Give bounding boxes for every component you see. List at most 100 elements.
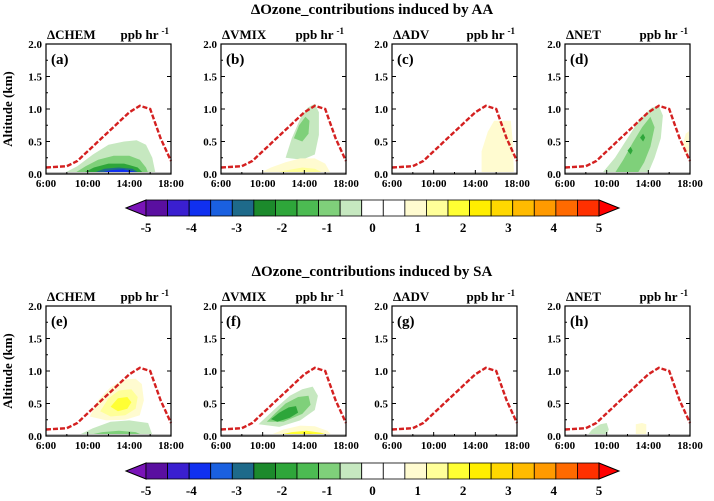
colorbar-swatch (447, 462, 470, 480)
colorbar-swatch (275, 199, 298, 217)
x-tick-label: 6:00 (382, 178, 403, 190)
x-tick-label: 14:00 (635, 440, 661, 452)
boundary-layer-line (564, 366, 692, 431)
panel-a: 0.0 0.5 1.0 1.5 2.0 6:00 10:00 14:00 18:00 ΔCHEM p… (0, 26, 184, 190)
y-tick-label: 0.5 (28, 399, 42, 411)
y-tick-label: 1.5 (374, 334, 388, 346)
contour-region (275, 167, 324, 173)
x-tick-label: 18:00 (158, 440, 184, 452)
x-tick-label: 6:00 (36, 440, 57, 452)
panel-letter: (b) (226, 52, 244, 68)
colorbar-swatch (145, 462, 168, 480)
unit-label: ppb hr -1 (640, 26, 689, 42)
panel-f: 0.0 0.5 1.0 1.5 2.0 6:00 10:00 14:00 18:00 ΔVMIX p… (203, 288, 359, 452)
colorbar-swatch (231, 199, 255, 217)
boundary-layer-line (220, 104, 348, 169)
colorbar-swatch (490, 462, 514, 480)
x-tick-label: 10:00 (250, 440, 276, 452)
panel-letter: (h) (570, 314, 588, 330)
contour-region (279, 430, 328, 435)
unit-label: ppb hr -1 (121, 288, 170, 304)
colorbar-tick-label: -4 (186, 483, 197, 498)
y-tick-label: 0.0 (374, 431, 388, 443)
colorbar-swatch (339, 199, 363, 217)
panel-title: ΔCHEM (47, 289, 96, 304)
y-tick-label: 2.0 (203, 39, 217, 51)
y-tick-label: 2.0 (203, 301, 217, 313)
unit-label: ppb hr -1 (467, 288, 516, 304)
colorbar-swatch (231, 462, 255, 480)
colorbar-arrow-right (598, 199, 621, 217)
boundary-layer-line (391, 366, 519, 431)
y-tick-label: 1.5 (547, 334, 561, 346)
colorbars: -5 -4 -3 -2 -1 0 1 2 3 4 5 -5 -4 -3 -2 -1 0 1 2 3 4 5 (124, 199, 621, 498)
x-tick-label: 6:00 (211, 178, 232, 190)
y-tick-label: 2.0 (374, 301, 388, 313)
colorbar-tick-label: 1 (415, 483, 422, 498)
contour-region (79, 420, 153, 435)
x-tick-label: 14:00 (116, 440, 142, 452)
boundary-layer-line (564, 104, 692, 169)
colorbar-swatch (426, 462, 449, 480)
y-tick-label: 0.0 (203, 169, 217, 181)
unit-label: ppb hr -1 (121, 26, 170, 42)
colorbar-tick-label: 2 (460, 220, 467, 235)
y-tick-label: 1.0 (203, 104, 217, 116)
colorbar-swatch (555, 199, 578, 217)
colorbar-tick-label: 4 (550, 483, 557, 498)
colorbar-swatch (210, 199, 233, 217)
contour-region (110, 397, 132, 412)
colorbar-aa: -5 -4 -3 -2 -1 0 1 2 3 4 5 (124, 199, 621, 235)
y-tick-label: 0.5 (374, 399, 388, 411)
y-tick-label: 1.0 (374, 104, 388, 116)
y-tick-label: 2.0 (28, 39, 42, 51)
colorbar-arrow-right (598, 462, 621, 480)
unit-label: ppb hr -1 (296, 26, 345, 42)
x-tick-label: 6:00 (211, 440, 232, 452)
y-tick-label: 1.0 (547, 366, 561, 378)
panel-letter: (d) (570, 52, 588, 68)
colorbar-arrow-left (124, 199, 147, 217)
contour-region (100, 169, 137, 173)
colorbar-swatch (382, 199, 406, 217)
colorbar-swatch (512, 199, 535, 217)
x-tick-label: 14:00 (291, 178, 317, 190)
x-tick-label: 14:00 (462, 440, 488, 452)
contour-region (587, 423, 609, 435)
x-tick-label: 18:00 (333, 178, 359, 190)
contour-region (627, 146, 633, 155)
x-tick-label: 14:00 (635, 178, 661, 190)
contour-region (481, 120, 514, 173)
unit-label: ppb hr -1 (467, 26, 516, 42)
panel-e: 0.0 0.5 1.0 1.5 2.0 6:00 10:00 14:00 18:00 ΔCHEM p… (0, 288, 184, 452)
x-tick-label: 18:00 (158, 178, 184, 190)
boundary-layer-line (220, 366, 348, 431)
unit-exponent: -1 (337, 26, 345, 36)
y-tick-label: 1.0 (28, 104, 42, 116)
colorbar-swatch (275, 462, 298, 480)
panel-title: ΔADV (393, 289, 430, 304)
y-tick-label: 1.5 (374, 72, 388, 84)
y-tick-label: 0.5 (374, 137, 388, 149)
colorbar-tick-label: 4 (550, 220, 557, 235)
x-tick-label: 18:00 (677, 440, 703, 452)
unit-exponent: -1 (681, 26, 689, 36)
panel-letter: (e) (51, 314, 68, 330)
contour-region (640, 133, 646, 142)
panel-title: ΔVMIX (222, 289, 267, 304)
panel-b: 0.0 0.5 1.0 1.5 2.0 6:00 10:00 14:00 18:00 ΔVMIX p… (203, 26, 359, 190)
y-tick-label: 2.0 (374, 39, 388, 51)
colorbar-swatch (296, 462, 319, 480)
x-tick-label: 10:00 (421, 440, 447, 452)
colorbar-swatch (210, 462, 233, 480)
y-axis-label: Altitude (km) (0, 71, 15, 146)
colorbar-swatch (145, 199, 168, 217)
y-tick-label: 1.5 (547, 72, 561, 84)
boundary-layer-line (45, 104, 173, 169)
panel-grid: 0.0 0.5 1.0 1.5 2.0 6:00 10:00 14:00 18:00 ΔCHEM p… (0, 26, 703, 452)
colorbar-swatch (447, 199, 470, 217)
x-tick-label: 10:00 (75, 440, 101, 452)
colorbar-tick-label: -2 (276, 220, 287, 235)
x-tick-label: 6:00 (555, 440, 576, 452)
